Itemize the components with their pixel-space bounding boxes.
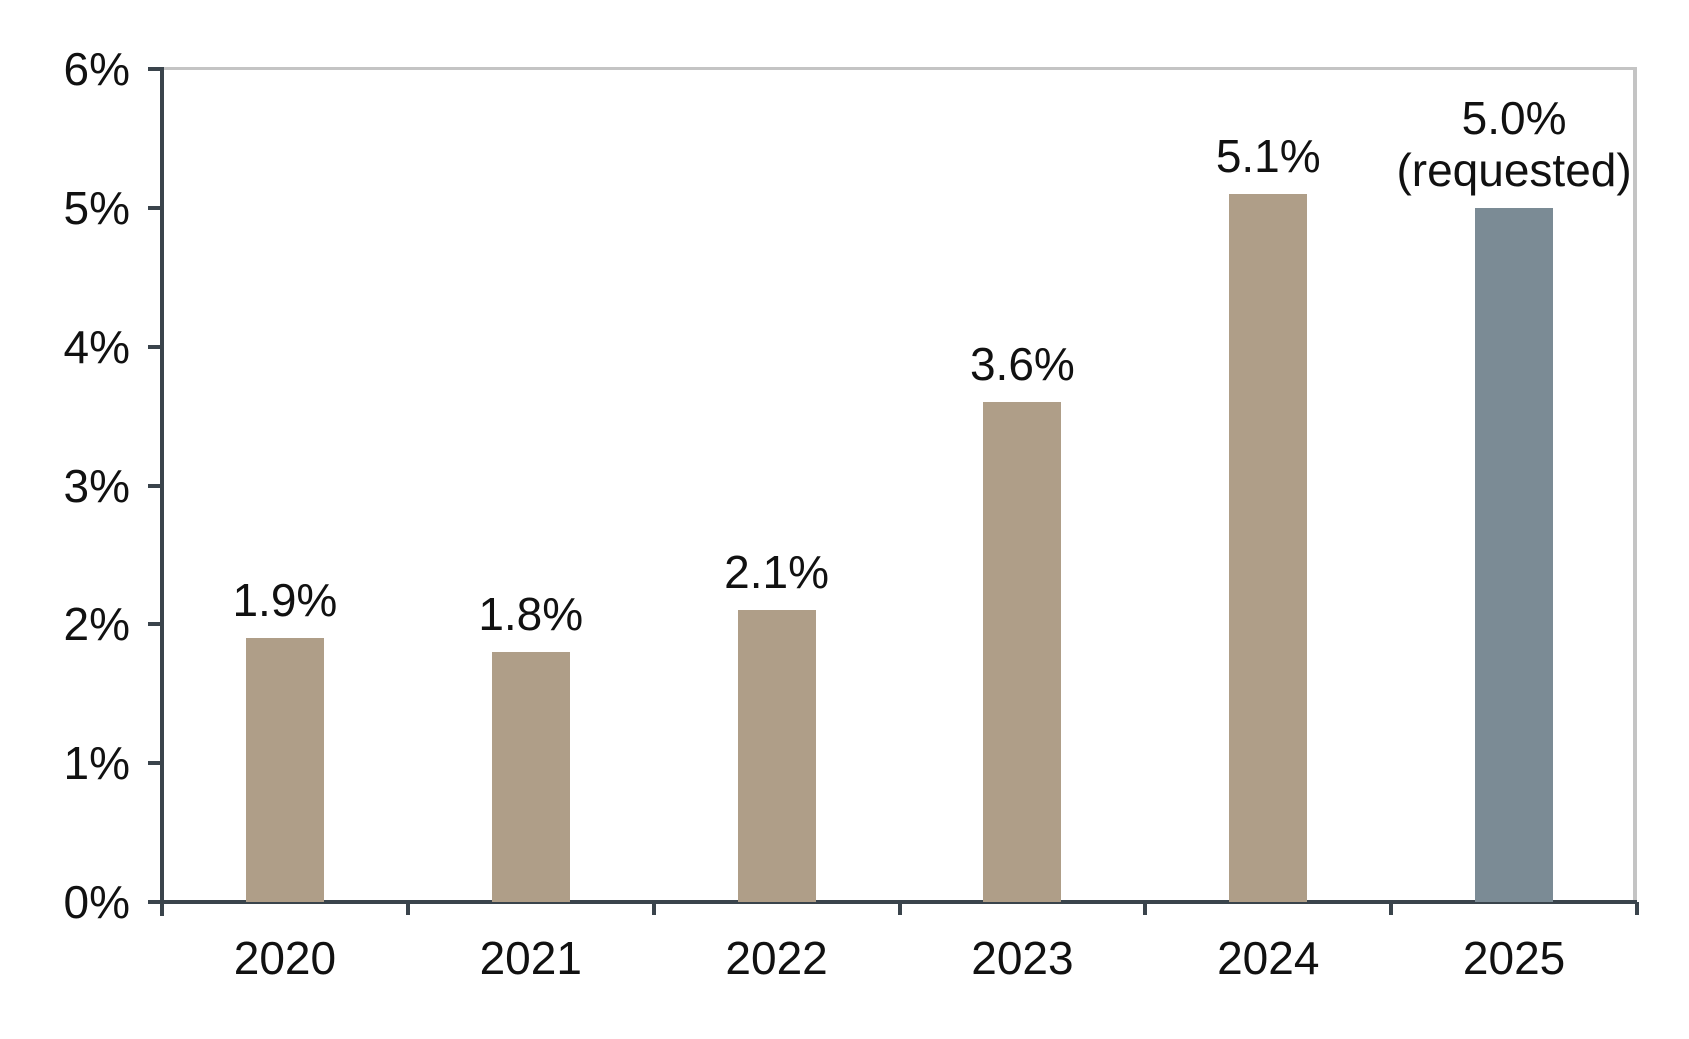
y-tick-label: 5% (63, 181, 130, 234)
y-tick-label: 0% (63, 876, 130, 928)
x-tick (405, 902, 410, 915)
y-tick-label: 1% (63, 737, 130, 790)
y-tick-2% (148, 622, 162, 627)
bar-2021 (491, 652, 570, 902)
y-tick-label: 3% (63, 459, 130, 512)
x-tick (1143, 902, 1148, 915)
top-gridline (162, 67, 1637, 70)
right-plot-border (1633, 67, 1637, 902)
y-axis-line (160, 67, 164, 916)
x-tick (160, 902, 164, 915)
bar-2024 (1229, 193, 1308, 902)
x-tick (1635, 902, 1639, 915)
bar-value-label-2020: 1.9% (232, 574, 338, 627)
x-axis-label-2025: 2025 (1462, 932, 1566, 984)
y-tick-label: 6% (63, 43, 130, 95)
bar-value-label-2023: 3.6% (969, 338, 1075, 391)
x-axis-label-2022: 2022 (725, 932, 828, 984)
x-axis-label-2021: 2021 (479, 932, 582, 984)
y-tick-1% (148, 761, 162, 766)
x-tick (1389, 902, 1394, 915)
y-tick-label: 4% (63, 320, 130, 373)
bar-2020 (245, 638, 324, 902)
y-tick-0% (148, 900, 162, 904)
y-tick-5% (148, 205, 162, 210)
x-tick (897, 902, 902, 915)
x-tick (651, 902, 656, 915)
x-axis-label-2023: 2023 (971, 932, 1074, 984)
y-tick-3% (148, 483, 162, 488)
x-axis-label-2020: 2020 (233, 932, 337, 984)
bar-2025 (1475, 207, 1554, 902)
bar-value-label-2022: 2.1% (724, 546, 829, 599)
bar-value-label-2024: 5.1% (1215, 129, 1321, 182)
bar-value-label-2025: 5.0% (requested) (1396, 91, 1632, 196)
y-tick-4% (148, 344, 162, 349)
bar-2023 (983, 402, 1062, 902)
bar-2022 (737, 610, 816, 902)
y-tick-label: 2% (63, 598, 130, 651)
y-tick-6% (148, 67, 162, 71)
bar-value-label-2021: 1.8% (478, 588, 584, 641)
x-axis-label-2024: 2024 (1217, 932, 1320, 984)
